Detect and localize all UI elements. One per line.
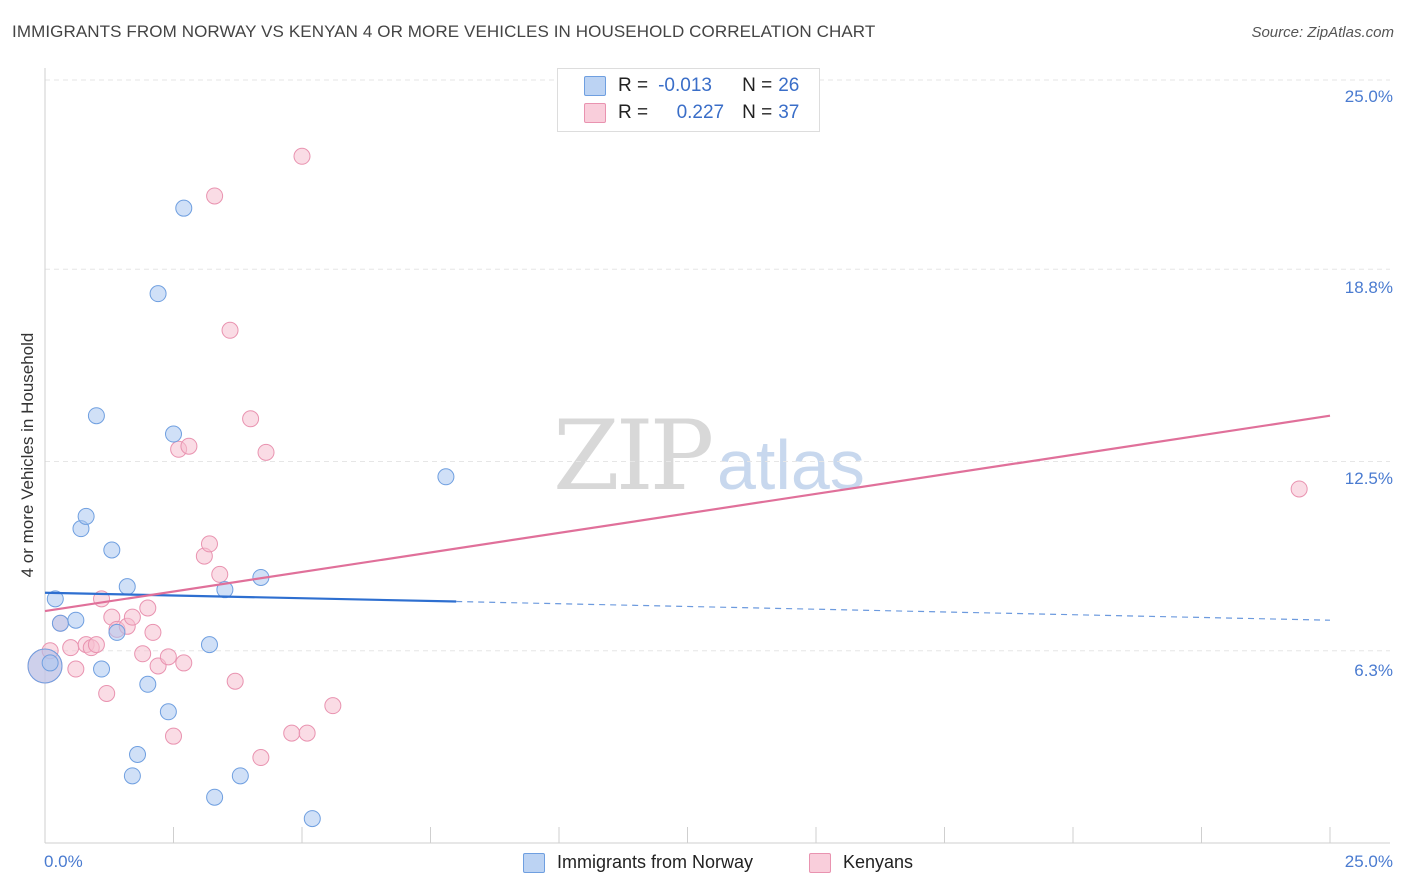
kenya-point <box>242 410 260 428</box>
kenya-point <box>206 187 224 205</box>
x-tick-label: 0.0% <box>44 852 83 871</box>
norway-point <box>87 407 105 425</box>
kenya-point <box>180 437 198 455</box>
kenya-point <box>67 660 85 678</box>
norway-point <box>41 654 59 672</box>
norway-point <box>231 767 249 785</box>
kenya-point <box>200 535 218 553</box>
kenya-swatch <box>584 103 606 123</box>
legend-n-label: N = <box>742 102 773 123</box>
norway-trend-line <box>44 591 457 603</box>
kenya-point <box>283 724 301 742</box>
kenya-point <box>226 672 244 690</box>
norway-point <box>118 578 136 596</box>
legend-row-kenya: R = 0.227 N = 37 <box>558 100 799 126</box>
legend-n-label: N = <box>742 75 773 96</box>
kenya-legend-swatch <box>809 852 831 873</box>
norway-point <box>67 611 85 629</box>
kenya-point <box>257 443 275 461</box>
kenya-point <box>123 608 141 626</box>
kenya-point <box>293 147 311 165</box>
norway-point <box>108 623 126 641</box>
norway-point <box>149 285 167 303</box>
kenya-point <box>165 727 182 745</box>
norway-swatch <box>584 76 606 96</box>
kenya-point <box>298 724 316 742</box>
kenya-point <box>159 648 177 666</box>
norway-point <box>165 425 182 443</box>
norway-point <box>77 507 95 525</box>
bottom-legend-norway: Immigrants from Norway <box>523 852 753 873</box>
legend-r-label: R = <box>618 75 649 96</box>
kenya-point <box>87 636 105 654</box>
y-axis-label: 4 or more Vehicles in Household <box>18 332 37 578</box>
norway-point <box>46 590 64 608</box>
norway-point <box>139 675 157 693</box>
watermark-zip: ZIP <box>553 400 714 512</box>
kenya-trend-line <box>44 414 1331 613</box>
kenya-point <box>1290 480 1308 498</box>
y-tick-label: 25.0% <box>1344 87 1393 106</box>
norway-legend-label: Immigrants from Norway <box>557 852 754 872</box>
norway-point <box>51 614 69 632</box>
norway-point <box>129 745 147 763</box>
kenya-legend-label: Kenyans <box>843 852 914 872</box>
legend-row-norway: R = -0.013 N = 26 <box>558 73 799 99</box>
kenya-point <box>175 654 193 672</box>
kenya-point <box>221 321 239 339</box>
source-label: Source: ZipAtlas.com <box>1251 24 1394 41</box>
kenya-point <box>144 623 162 641</box>
norway-point <box>437 468 455 486</box>
norway-legend-swatch <box>523 852 545 873</box>
kenya-point <box>252 749 270 767</box>
norway-point <box>303 810 321 828</box>
legend-n-value: 26 <box>778 75 800 96</box>
kenya-point <box>139 599 157 617</box>
legend-r-value: -0.013 <box>658 75 712 96</box>
legend: R = -0.013 N = 26 R = 0.227 N = 37 <box>557 68 820 132</box>
y-tick-label: 18.8% <box>1344 278 1393 297</box>
chart-title: IMMIGRANTS FROM NORWAY VS KENYAN 4 OR MO… <box>12 22 876 41</box>
norway-point <box>206 788 224 806</box>
norway-point <box>216 581 234 599</box>
norway-point <box>159 703 177 721</box>
norway-point <box>103 541 121 559</box>
norway-point <box>175 199 193 217</box>
norway-point <box>123 767 141 785</box>
legend-r-label: R = <box>618 102 649 123</box>
legend-n-value: 37 <box>778 102 800 123</box>
kenya-point <box>62 639 80 657</box>
bottom-legend-kenya: Kenyans <box>809 852 913 873</box>
y-tick-label: 6.3% <box>1354 661 1393 680</box>
kenya-point <box>98 684 116 702</box>
x-tick-label: 25.0% <box>1344 852 1393 871</box>
kenya-point <box>324 697 342 715</box>
y-tick-label: 12.5% <box>1344 469 1393 488</box>
kenya-point <box>211 565 229 583</box>
norway-point <box>200 636 218 654</box>
legend-r-value: 0.227 <box>676 102 725 123</box>
norway-point <box>93 660 111 678</box>
norway-trend-line-extrapolated <box>456 600 1331 621</box>
kenya-point <box>134 645 152 663</box>
